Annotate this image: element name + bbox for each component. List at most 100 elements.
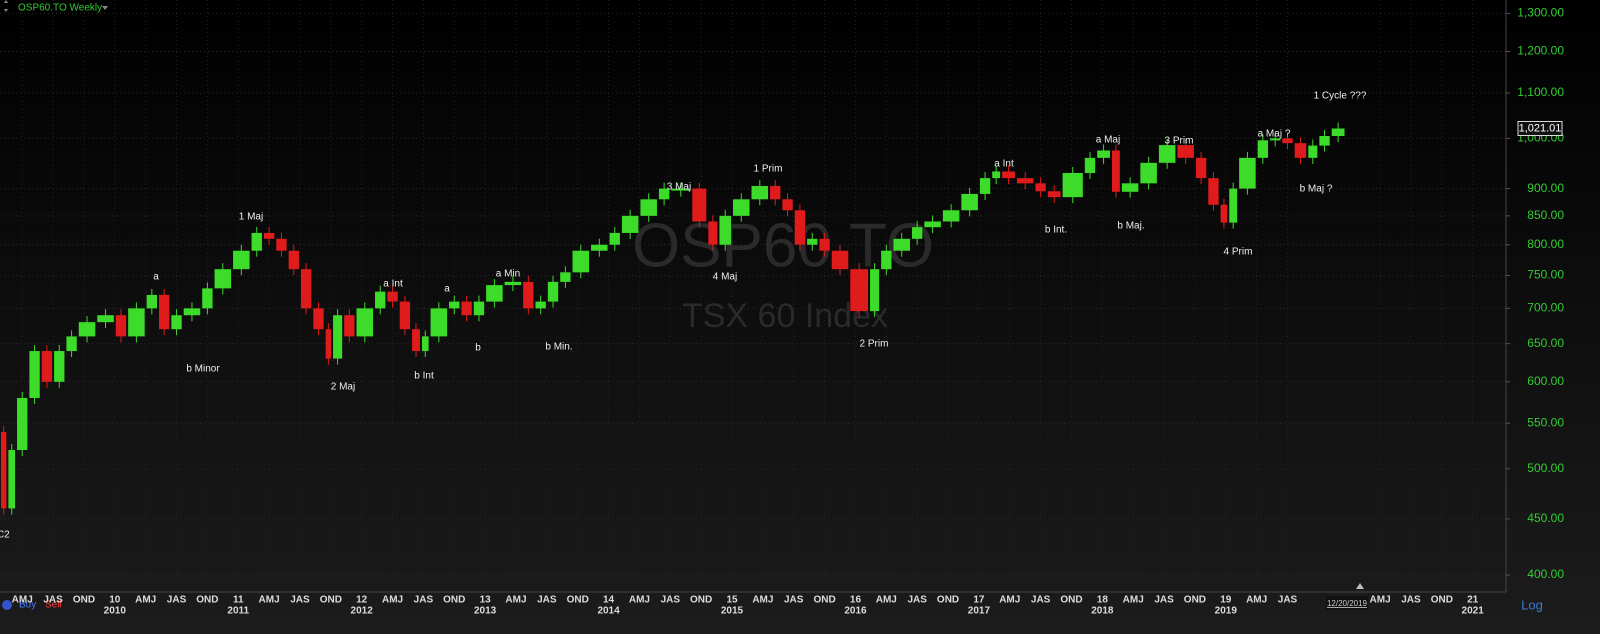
x-tick-label: 15 xyxy=(726,595,738,606)
x-year-label: 2017 xyxy=(968,606,991,617)
annotation: 3 Prim xyxy=(1165,136,1194,147)
candle-body xyxy=(719,215,732,245)
candle-body xyxy=(1035,183,1046,192)
candle-body xyxy=(233,250,250,270)
x-tick-label: AMJ xyxy=(999,595,1020,606)
y-tick-label: 500.00 xyxy=(1527,461,1564,475)
candle-body xyxy=(1294,143,1307,158)
candle-body xyxy=(1229,188,1238,223)
x-tick-label: JAS xyxy=(784,595,804,606)
candle-body xyxy=(1177,145,1194,158)
annotation: 1 Cycle ??? xyxy=(1314,91,1367,102)
header[interactable]: OSP60.TO Weekly xyxy=(18,3,102,14)
annotation: b Maj. xyxy=(1117,221,1144,232)
x-tick-label: JAS xyxy=(537,595,557,606)
x-year-label: 2015 xyxy=(721,606,744,617)
x-tick-label: OND xyxy=(567,595,589,606)
x-tick-label: AMJ xyxy=(876,595,897,606)
candle-body xyxy=(591,244,608,251)
x-tick-label: 10 xyxy=(109,595,121,606)
candle-body xyxy=(29,351,40,398)
x-tick-label: AMJ xyxy=(629,595,650,606)
x-year-label: 2019 xyxy=(1215,606,1238,617)
y-tick-label: 400.00 xyxy=(1527,567,1564,581)
x-tick-label: AMJ xyxy=(1246,595,1267,606)
annotation: a xyxy=(153,272,159,283)
annotation: 4 Prim xyxy=(1224,247,1253,258)
x-tick-label: OND xyxy=(320,595,342,606)
candle-body xyxy=(1319,136,1330,146)
annotation: 4 Maj xyxy=(713,272,737,283)
candle-body xyxy=(263,232,275,239)
candle-body xyxy=(128,308,145,337)
last-price-box xyxy=(1517,120,1563,136)
candle-body xyxy=(733,199,750,216)
candle-body xyxy=(751,185,769,200)
candle-body xyxy=(850,269,869,312)
x-year-label: 2012 xyxy=(351,606,374,617)
candle-body xyxy=(658,188,670,200)
candle-body xyxy=(313,308,324,330)
candle-body xyxy=(421,336,429,352)
x-year-label: 2021 xyxy=(1462,606,1485,617)
x-year-label: 2011 xyxy=(227,606,249,617)
x-tick-label: OND xyxy=(690,595,712,606)
candle-body xyxy=(523,281,534,309)
annotation: a xyxy=(444,284,450,295)
candle-body xyxy=(473,301,485,316)
candle-body xyxy=(449,301,460,309)
candle-body xyxy=(782,199,793,211)
candle-body xyxy=(1220,204,1228,223)
candle-body xyxy=(97,315,114,323)
x-tick-label: 12 xyxy=(356,595,368,606)
x-tick-label: OND xyxy=(1060,595,1082,606)
x-tick-label: JAS xyxy=(661,595,681,606)
x-tick-label: JAS xyxy=(290,595,310,606)
candle-body xyxy=(251,232,262,251)
scale-toggle[interactable]: Log xyxy=(1521,597,1543,612)
y-tick-label: 650.00 xyxy=(1527,336,1564,350)
x-tick-label: AMJ xyxy=(12,595,33,606)
candle-body xyxy=(708,221,718,245)
x-tick-label: AMJ xyxy=(1123,595,1144,606)
candle-body xyxy=(399,301,411,330)
candle-body xyxy=(214,269,232,289)
y-tick-label: 700.00 xyxy=(1527,301,1564,315)
candle-body xyxy=(276,238,287,251)
candle-body xyxy=(1158,145,1176,163)
candle-body xyxy=(504,281,522,286)
candle-body xyxy=(942,210,960,222)
candle-body xyxy=(979,178,991,194)
trade-buttons xyxy=(0,598,66,612)
annotation: b xyxy=(475,343,481,354)
x-tick-label: AMJ xyxy=(382,595,403,606)
candle-body xyxy=(1062,172,1083,198)
candle-body xyxy=(1239,157,1256,189)
sell-button[interactable]: Sell xyxy=(45,600,62,611)
x-tick-label: AMJ xyxy=(259,595,280,606)
candle-body xyxy=(54,351,65,382)
date-marker xyxy=(1356,583,1364,589)
x-tick-label: AMJ xyxy=(752,595,773,606)
trade-icon[interactable] xyxy=(2,600,12,610)
candle-body xyxy=(1111,150,1120,192)
buy-button[interactable]: Buy xyxy=(19,600,36,611)
x-tick-label: JAS xyxy=(907,595,927,606)
x-tick-label: OND xyxy=(1184,595,1206,606)
candle-body xyxy=(1269,138,1281,141)
annotation: SC2 xyxy=(0,530,10,541)
annotation: b Int xyxy=(414,371,434,382)
header-dropdown[interactable] xyxy=(102,6,108,10)
x-tick-label: 18 xyxy=(1097,595,1109,606)
x-tick-label: JAS xyxy=(1031,595,1051,606)
candle-body xyxy=(300,269,312,309)
y-tick-label: 750.00 xyxy=(1527,268,1564,282)
candle-body xyxy=(1208,178,1219,205)
x-tick-label: 11 xyxy=(233,595,244,606)
y-tick-label: 800.00 xyxy=(1527,237,1564,251)
candle-body xyxy=(893,238,911,251)
x-tick-label: AMJ xyxy=(1370,595,1391,606)
candle-body xyxy=(1195,157,1207,179)
x-year-label: 2014 xyxy=(597,606,620,617)
header-icon[interactable] xyxy=(4,0,8,12)
